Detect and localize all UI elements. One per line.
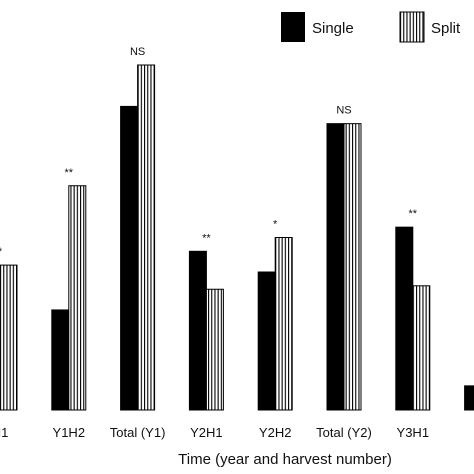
significance-label-4: ** — [202, 232, 211, 244]
bar-single-4 — [188, 250, 207, 411]
significance-label-2: ** — [65, 167, 74, 179]
bar-single-3 — [120, 105, 139, 411]
bar-split-1 — [0, 264, 18, 411]
x-tick-label-2: Y1H2 — [53, 425, 86, 440]
significance-label-6: NS — [336, 105, 351, 117]
legend-swatch-split — [399, 11, 425, 43]
bar-single-5 — [257, 271, 276, 411]
x-tick-label-6: Total (Y2) — [316, 425, 372, 440]
bar-split-7 — [412, 285, 431, 411]
significance-label-5: * — [273, 219, 278, 231]
legend-label-split: Split — [431, 20, 461, 37]
bar-single-8 — [464, 385, 474, 411]
legend-label-single: Single — [312, 20, 354, 37]
x-tick-label-5: Y2H2 — [259, 425, 292, 440]
significance-label-7: ** — [409, 208, 418, 220]
x-axis-label: Time (year and harvest number) — [178, 451, 392, 468]
bar-split-6 — [343, 123, 362, 411]
bar-split-4 — [205, 288, 224, 411]
legend-swatch-single — [281, 12, 305, 42]
significance-layer: ***NS***NS**N — [0, 46, 418, 258]
significance-label-3: NS — [130, 46, 145, 58]
significance-label-1: * — [0, 246, 3, 258]
bars-layer — [0, 64, 474, 411]
x-tick-label-1: H1 — [0, 425, 8, 440]
bar-single-7 — [395, 226, 414, 411]
x-tick-label-3: Total (Y1) — [110, 425, 166, 440]
bar-split-2 — [68, 185, 87, 411]
bar-split-5 — [274, 237, 293, 411]
x-tick-label-4: Y2H1 — [190, 425, 223, 440]
bar-single-2 — [51, 309, 70, 411]
x-tick-label-7: Y3H1 — [397, 425, 430, 440]
bar-split-3 — [137, 64, 156, 411]
bar-single-6 — [326, 123, 345, 411]
legend: Single Split — [281, 11, 461, 43]
